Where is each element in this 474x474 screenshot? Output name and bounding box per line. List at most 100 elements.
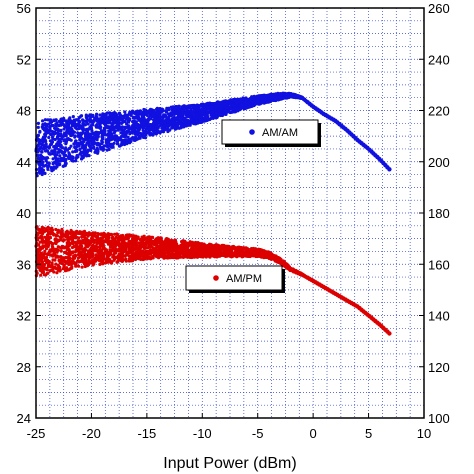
data-point: [144, 127, 148, 131]
data-point: [109, 138, 113, 142]
data-point: [152, 109, 156, 113]
data-point: [112, 253, 116, 257]
data-point: [41, 147, 46, 151]
data-point: [135, 116, 140, 120]
data-point: [184, 111, 188, 116]
data-point: [42, 244, 47, 248]
data-point: [74, 236, 78, 240]
data-point: [225, 110, 229, 114]
data-point: [76, 259, 80, 263]
data-point: [203, 113, 207, 117]
data-point: [194, 104, 198, 108]
data-point: [220, 100, 224, 104]
data-point: [83, 236, 88, 240]
data-point: [155, 249, 159, 253]
data-point: [171, 126, 175, 130]
data-point: [105, 148, 109, 152]
data-point: [60, 146, 64, 150]
data-point: [116, 138, 120, 142]
data-point: [106, 252, 111, 256]
data-point: [49, 124, 54, 128]
data-point: [41, 240, 45, 244]
data-point: [148, 248, 153, 252]
data-point: [180, 240, 184, 244]
data-point: [106, 121, 110, 125]
data-point: [287, 94, 291, 98]
data-point: [175, 251, 179, 255]
data-point: [262, 100, 266, 104]
data-point: [162, 113, 166, 117]
data-point: [173, 245, 177, 249]
data-point: [257, 102, 261, 106]
data-point: [148, 133, 152, 137]
data-point: [40, 150, 44, 154]
data-point: [39, 171, 43, 175]
data-point: [163, 128, 167, 132]
data-point: [80, 247, 84, 251]
data-point: [136, 137, 140, 141]
data-point: [277, 95, 281, 99]
data-point: [206, 254, 210, 258]
data-point: [43, 134, 48, 138]
data-point: [59, 128, 63, 132]
data-point: [67, 259, 71, 263]
data-point: [131, 123, 135, 127]
data-point: [60, 244, 64, 248]
data-point: [52, 165, 56, 169]
data-point: [109, 232, 113, 236]
data-point: [75, 149, 79, 153]
data-point: [136, 249, 140, 253]
data-point: [133, 111, 137, 115]
data-point: [135, 124, 139, 129]
data-point: [120, 121, 124, 125]
data-point: [112, 131, 116, 135]
data-point: [142, 125, 146, 130]
data-point: [45, 156, 49, 160]
data-point: [107, 136, 111, 140]
data-point: [124, 132, 128, 136]
data-point: [91, 243, 95, 247]
data-point: [244, 103, 248, 107]
data-point: [73, 124, 77, 128]
data-point: [198, 111, 202, 115]
data-point: [55, 136, 60, 140]
data-point: [78, 254, 82, 258]
data-point: [98, 113, 102, 117]
data-point: [180, 123, 184, 127]
data-point: [148, 111, 152, 115]
data-point: [64, 142, 68, 146]
data-point: [123, 127, 127, 131]
data-point: [50, 132, 54, 136]
data-point: [109, 116, 113, 120]
data-point: [104, 115, 108, 119]
data-point: [209, 102, 213, 106]
data-point: [127, 242, 131, 246]
data-point: [214, 116, 218, 120]
data-point: [43, 118, 48, 122]
data-point: [115, 142, 119, 146]
data-point: [40, 232, 45, 236]
data-point: [62, 156, 66, 160]
data-point: [112, 125, 116, 129]
data-point: [69, 119, 73, 123]
data-point: [251, 95, 255, 99]
data-point: [69, 127, 73, 131]
data-point: [212, 104, 217, 108]
data-point: [71, 257, 75, 261]
data-point: [46, 165, 50, 169]
data-point: [81, 250, 86, 254]
data-point: [62, 124, 67, 128]
data-point: [136, 110, 140, 114]
data-point: [43, 256, 47, 260]
data-point: [101, 112, 105, 116]
data-point: [61, 164, 65, 168]
data-point: [256, 248, 260, 252]
data-point: [71, 115, 75, 119]
data-point: [36, 125, 40, 129]
data-point: [45, 128, 49, 132]
data-point: [64, 119, 68, 123]
data-point: [149, 107, 153, 111]
data-point: [53, 247, 58, 251]
data-point: [80, 265, 84, 269]
data-point: [44, 131, 48, 135]
